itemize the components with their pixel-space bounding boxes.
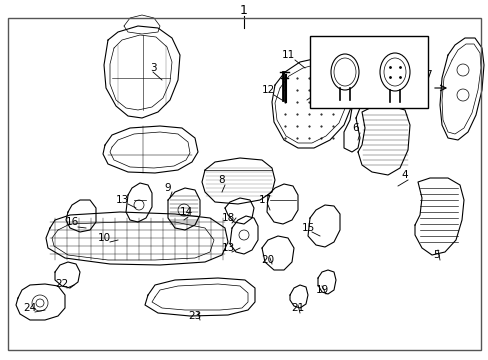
Text: 21: 21 — [291, 303, 304, 313]
Text: 5: 5 — [432, 250, 438, 260]
Text: 16: 16 — [65, 217, 79, 227]
Text: 17: 17 — [258, 195, 271, 205]
Text: 10: 10 — [97, 233, 110, 243]
Text: 8: 8 — [218, 175, 225, 185]
Text: 24: 24 — [23, 303, 37, 313]
Text: 15: 15 — [301, 223, 314, 233]
Text: 11: 11 — [281, 50, 294, 60]
Text: 3: 3 — [149, 63, 156, 73]
Ellipse shape — [330, 54, 358, 90]
Bar — [309, 36, 427, 108]
Text: 2: 2 — [310, 85, 317, 95]
Text: 18: 18 — [221, 213, 234, 223]
Text: 13: 13 — [221, 243, 234, 253]
Text: 12: 12 — [261, 85, 274, 95]
Text: 20: 20 — [261, 255, 274, 265]
Text: 9: 9 — [164, 183, 171, 193]
Text: 13: 13 — [115, 195, 128, 205]
Text: 1: 1 — [240, 4, 247, 17]
Text: 19: 19 — [315, 285, 328, 295]
Text: 23: 23 — [188, 311, 201, 321]
Text: 22: 22 — [55, 279, 68, 289]
Text: 14: 14 — [179, 207, 192, 217]
Text: 7: 7 — [424, 70, 430, 80]
Ellipse shape — [379, 53, 409, 91]
Circle shape — [178, 204, 190, 216]
Text: 4: 4 — [401, 170, 407, 180]
Text: 6: 6 — [352, 123, 359, 133]
